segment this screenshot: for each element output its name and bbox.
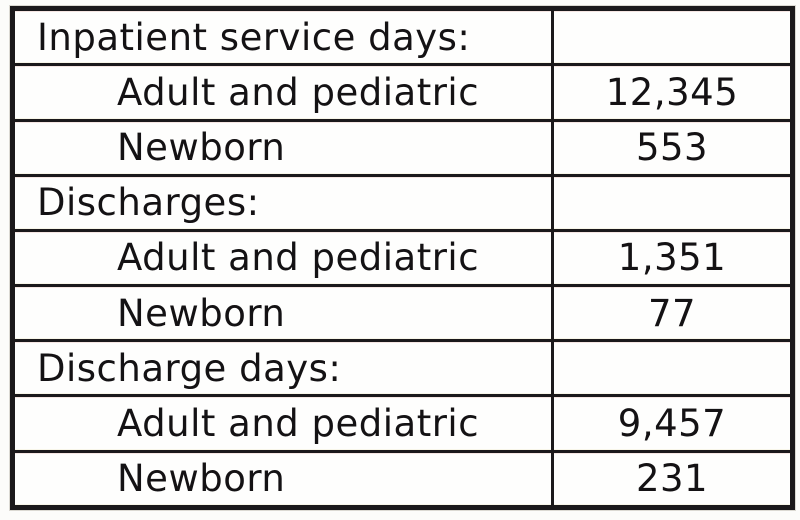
scanned-table-region: Inpatient service days: Adult and pediat… <box>10 6 795 510</box>
table-row-newborn-service-days: Newborn 553 <box>11 118 794 177</box>
row-value: 1,351 <box>551 228 794 288</box>
table-row-inpatient-service-days: Inpatient service days: <box>11 6 794 67</box>
row-value <box>551 173 794 232</box>
table-row-newborn-discharge-days: Newborn 231 <box>11 449 794 510</box>
row-value: 231 <box>551 449 794 510</box>
row-value: 9,457 <box>551 394 794 453</box>
row-value: 12,345 <box>551 63 794 122</box>
row-value <box>551 6 794 67</box>
row-value: 77 <box>551 284 794 343</box>
row-label: Newborn <box>11 118 554 177</box>
row-value: 553 <box>551 118 794 177</box>
row-value <box>551 339 794 398</box>
row-label: Inpatient service days: <box>11 6 554 67</box>
row-label: Adult and pediatric <box>11 394 554 453</box>
row-label: Discharges: <box>11 173 554 232</box>
table-row-discharges: Discharges: <box>11 173 794 232</box>
row-label: Discharge days: <box>11 339 554 398</box>
row-label: Newborn <box>11 449 554 510</box>
table-row-adult-pediatric-service-days: Adult and pediatric 12,345 <box>11 63 794 122</box>
hospital-statistics-table: Inpatient service days: Adult and pediat… <box>10 6 795 510</box>
row-label: Adult and pediatric <box>11 228 554 288</box>
table-row-newborn-discharges: Newborn 77 <box>11 284 794 343</box>
table-row-adult-pediatric-discharges: Adult and pediatric 1,351 <box>11 228 794 288</box>
row-label: Newborn <box>11 284 554 343</box>
table-row-adult-pediatric-discharge-days: Adult and pediatric 9,457 <box>11 394 794 453</box>
table-row-discharge-days: Discharge days: <box>11 339 794 398</box>
row-label: Adult and pediatric <box>11 63 554 122</box>
